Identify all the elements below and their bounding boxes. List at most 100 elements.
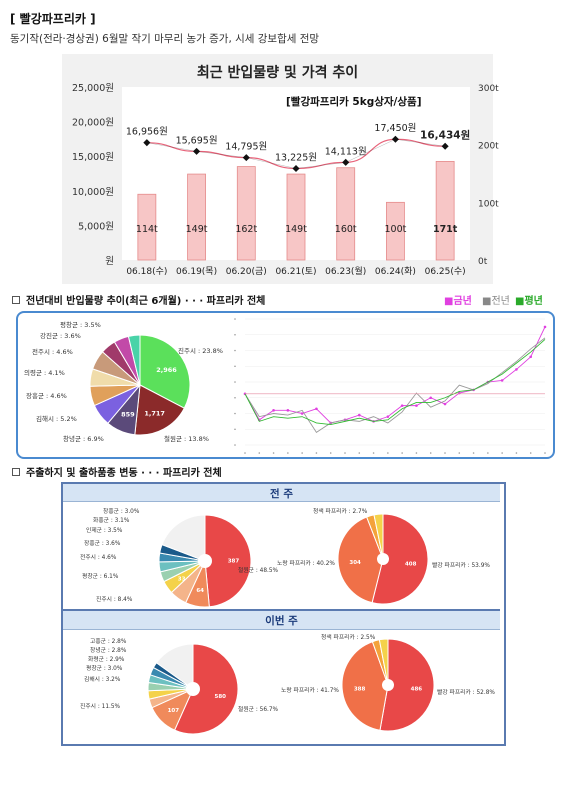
x-tick-label: 06.23(월) bbox=[325, 265, 366, 277]
volume-bar-label: 100t bbox=[384, 224, 406, 235]
line-chart-x-tick bbox=[244, 452, 246, 454]
pie-label: 창녕군 : 2.8% bbox=[90, 646, 127, 654]
pie-label: 평창군 : 3.0% bbox=[86, 664, 123, 672]
line-chart-point bbox=[272, 409, 275, 412]
volume-bar bbox=[286, 173, 306, 261]
y-left-tick-label: 원 bbox=[105, 256, 114, 267]
pie-slice bbox=[341, 641, 389, 731]
line-chart-point bbox=[529, 355, 533, 359]
line-chart-point bbox=[386, 415, 390, 418]
volume-bar bbox=[336, 167, 356, 261]
y-left-tick-label: 25,000원 bbox=[72, 83, 114, 94]
pie-label: 화령군 : 2.9% bbox=[88, 655, 125, 663]
volume-bar-label: 162t bbox=[235, 224, 257, 235]
line-chart-point bbox=[443, 402, 447, 406]
volume-bar bbox=[187, 173, 206, 261]
section2-title: 주출하지 및 출하품종 변동 · · · 파프리카 전체 bbox=[26, 468, 222, 479]
line-chart-x-tick bbox=[544, 452, 546, 454]
pie-label: 전주시 : 4.6% bbox=[80, 553, 117, 561]
line-chart-x-tick bbox=[487, 452, 489, 454]
pie-hole bbox=[382, 679, 394, 691]
line-chart-x-tick bbox=[515, 452, 518, 454]
line-chart-x-tick bbox=[358, 452, 361, 454]
y-left-tick-label: 20,000원 bbox=[72, 118, 114, 129]
pie-label: 인제군 : 3.5% bbox=[86, 526, 123, 534]
pie-slice-value: 64 bbox=[196, 588, 204, 594]
y-right-tick-label: 300t bbox=[478, 84, 499, 94]
pie-label: 빨강 파프리카 : 53.9% bbox=[432, 561, 490, 569]
price-marker bbox=[441, 142, 449, 150]
y-right-tick-label: 200t bbox=[478, 142, 499, 152]
volume-bar-label: 171t bbox=[433, 224, 458, 235]
line-chart-point bbox=[400, 404, 404, 407]
price-marker bbox=[193, 147, 201, 155]
line-chart-x-tick bbox=[372, 452, 375, 454]
legend-prev: ■전년 bbox=[482, 296, 510, 307]
line-chart-x-tick bbox=[429, 452, 432, 454]
line-chart-y-tick bbox=[234, 396, 236, 399]
section1-title: 전년대비 반입물량 추이(최근 6개월) · · · 파프리카 전체 bbox=[26, 296, 266, 307]
line-chart-y-tick bbox=[234, 318, 236, 320]
line-chart-y-tick bbox=[234, 444, 236, 446]
line-chart-x-tick bbox=[344, 452, 346, 454]
this-week-label: 이번 주 bbox=[265, 615, 298, 627]
price-label: 14,113원 bbox=[325, 146, 367, 157]
pie-label: 노랑 파프리카 : 40.2% bbox=[277, 559, 335, 567]
section1-panel bbox=[16, 311, 555, 459]
y-right-tick-label: 0t bbox=[478, 257, 488, 267]
line-chart-point bbox=[300, 412, 304, 415]
pie-label: 강진군 : 3.6% bbox=[40, 331, 81, 340]
section2-svg: 387 64 33 철원군 : 48.5% 진주시 : 8.4% 평창군 : 6.1% 전주… bbox=[80, 507, 495, 735]
line-chart-point bbox=[415, 404, 418, 407]
prev-week-header bbox=[63, 484, 500, 502]
line-chart-y-tick bbox=[234, 381, 236, 383]
pie-slice-value: 859 bbox=[121, 411, 135, 419]
line-chart-x-tick bbox=[444, 452, 446, 454]
pie-label: 진주시 : 8.4% bbox=[96, 595, 133, 603]
line-chart-x-tick bbox=[401, 452, 403, 454]
y-left-tick-label: 10,000원 bbox=[72, 187, 114, 198]
pie-slice-value: 387 bbox=[228, 559, 240, 565]
price-volume-chart-title: 최근 반입물량 및 가격 추이 bbox=[196, 65, 359, 81]
pie-slice-value: 33 bbox=[178, 576, 186, 582]
pie-label: 철원군 : 56.7% bbox=[238, 705, 279, 713]
line-chart-y-tick bbox=[234, 349, 236, 352]
section1-svg: 2,966 1,717 859 진주시 : 23.8% 철원군 : 13.8% 창녕군 :… bbox=[24, 318, 547, 454]
volume-bar bbox=[386, 201, 405, 261]
line-chart-point bbox=[543, 325, 547, 329]
pie-label: 창녕군 : 6.9% bbox=[63, 435, 104, 443]
pie-slice-value: 2,966 bbox=[156, 366, 177, 374]
x-tick-label: 06.25(수) bbox=[425, 266, 466, 277]
pie-label: 의령군 : 4.1% bbox=[24, 368, 65, 377]
line-chart-y-tick bbox=[234, 333, 236, 336]
section-divider bbox=[63, 609, 500, 611]
legend-current: ■금년 bbox=[444, 296, 472, 307]
pie-label: 빨강 파프리카 : 52.8% bbox=[437, 688, 495, 696]
x-tick-label: 06.19(목) bbox=[176, 266, 217, 277]
pie-slice bbox=[371, 513, 429, 605]
price-label: 16,434원 bbox=[420, 128, 470, 141]
doc-title: [ 빨강파프리카 ] bbox=[10, 12, 96, 26]
line-chart-x-tick bbox=[501, 452, 503, 454]
pie-label: 김해시 : 3.2% bbox=[84, 675, 121, 683]
line-chart-x-tick bbox=[472, 452, 475, 454]
pie-label: 진주시 : 11.5% bbox=[80, 702, 121, 710]
pie-label: 평창군 : 3.5% bbox=[60, 320, 101, 329]
pie-slice-value: 486 bbox=[411, 687, 423, 693]
price-marker bbox=[242, 154, 250, 162]
pie-slice-value: 580 bbox=[215, 694, 227, 700]
line-chart-point bbox=[315, 407, 318, 411]
pie-label: 창흥군 : 3.0% bbox=[103, 507, 140, 515]
line-chart-y-tick bbox=[234, 428, 236, 431]
pie-label: 노랑 파프리카 : 41.7% bbox=[281, 686, 339, 694]
pie-label: 김해시 : 5.2% bbox=[36, 414, 77, 423]
pie-label: 고흥군 : 2.8% bbox=[90, 637, 127, 645]
pie-slice bbox=[378, 638, 389, 686]
pie-label: 청색 파프리카 : 2.7% bbox=[313, 507, 368, 515]
line-chart-x-tick bbox=[258, 452, 261, 454]
pie-slice bbox=[155, 643, 194, 690]
pie-hole bbox=[377, 553, 389, 565]
pie-slice bbox=[134, 384, 185, 436]
